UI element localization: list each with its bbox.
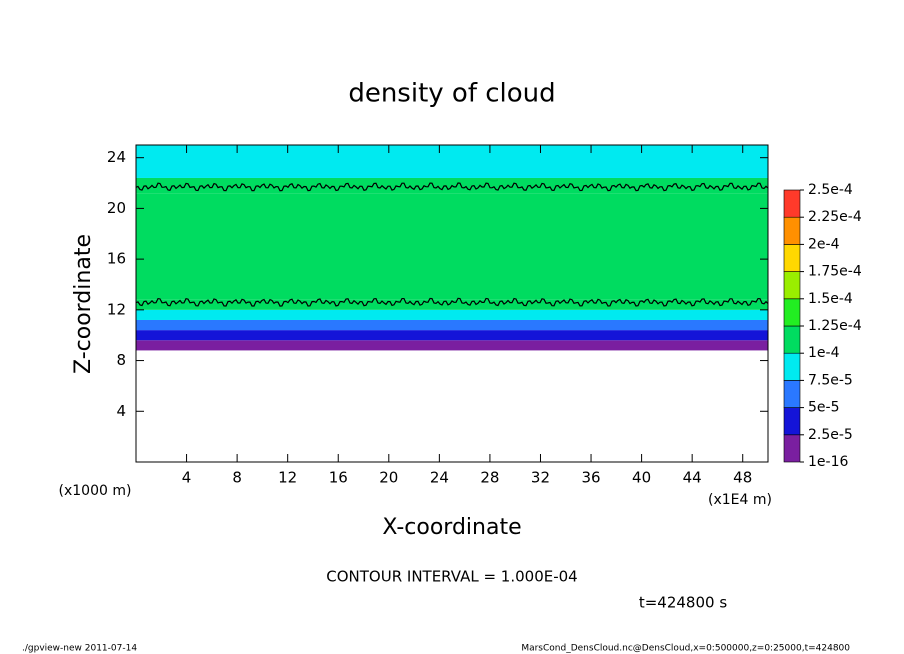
x-tick-label: 32 (531, 469, 550, 487)
colorbar-label: 1.75e-4 (808, 264, 862, 280)
colorbar-swatch (783, 271, 801, 300)
y-unit-label: (x1000 m) (59, 483, 132, 499)
field-band (136, 299, 768, 310)
chart-title: density of cloud (348, 79, 555, 109)
time-label: t=424800 s (639, 594, 727, 612)
colorbar-label: 1.25e-4 (808, 318, 862, 334)
field-band (136, 340, 768, 351)
x-tick-label: 44 (683, 469, 702, 487)
y-axis-label: Z-coordinate (71, 234, 96, 374)
x-tick-label: 40 (632, 469, 651, 487)
field-band (136, 330, 768, 341)
colorbar-swatch (783, 325, 801, 354)
colorbar-swatch (783, 352, 801, 381)
colorbar-swatch (783, 380, 801, 408)
colorbar-label: 2.5e-4 (808, 182, 853, 198)
x-tick-label: 8 (232, 469, 242, 487)
colorbar-swatch (783, 244, 801, 272)
x-axis-label: X-coordinate (382, 515, 521, 540)
colorbar-swatch (783, 298, 801, 327)
x-tick-label: 36 (581, 469, 600, 487)
y-tick-label: 12 (107, 300, 126, 318)
colorbar-label: 2.5e-5 (808, 427, 853, 443)
plot-frame (135, 144, 769, 463)
colorbar-label: 1.5e-4 (808, 291, 853, 307)
colorbar-swatch (783, 434, 801, 463)
contour-line (135, 297, 769, 307)
x-tick-label: 28 (480, 469, 499, 487)
y-tick-label: 8 (116, 351, 126, 369)
x-tick-label: 48 (733, 469, 752, 487)
contour-interval: CONTOUR INTERVAL = 1.000E-04 (326, 568, 577, 586)
x-tick-label: 4 (182, 469, 192, 487)
colorbar-label: 2e-4 (808, 236, 840, 252)
colorbar-label: 1e-16 (808, 454, 848, 470)
colorbar-label: 2.25e-4 (808, 209, 862, 225)
y-tick-label: 16 (107, 250, 126, 268)
x-tick-label: 16 (329, 469, 348, 487)
field-band (136, 145, 768, 178)
footer-right: MarsCond_DensCloud.nc@DensCloud,x=0:5000… (521, 644, 850, 654)
colorbar-swatch (783, 216, 801, 245)
colorbar-swatch (783, 407, 801, 436)
field-band (136, 193, 768, 300)
x-tick-label: 12 (278, 469, 297, 487)
field-band (136, 309, 768, 320)
colorbar-swatch (783, 189, 801, 218)
x-tick-label: 20 (379, 469, 398, 487)
footer-left: ./gpview-new 2011-07-14 (22, 644, 137, 654)
colorbar-label: 1e-4 (808, 345, 840, 361)
field-band (136, 319, 768, 331)
y-tick-label: 24 (107, 148, 126, 166)
x-tick-label: 24 (430, 469, 449, 487)
colorbar-label: 7.5e-5 (808, 372, 853, 388)
y-tick-label: 20 (107, 199, 126, 217)
colorbar-label: 5e-5 (808, 400, 839, 416)
contour-line (135, 182, 769, 192)
y-tick-label: 4 (116, 402, 126, 420)
x-unit-label: (x1E4 m) (708, 492, 772, 508)
